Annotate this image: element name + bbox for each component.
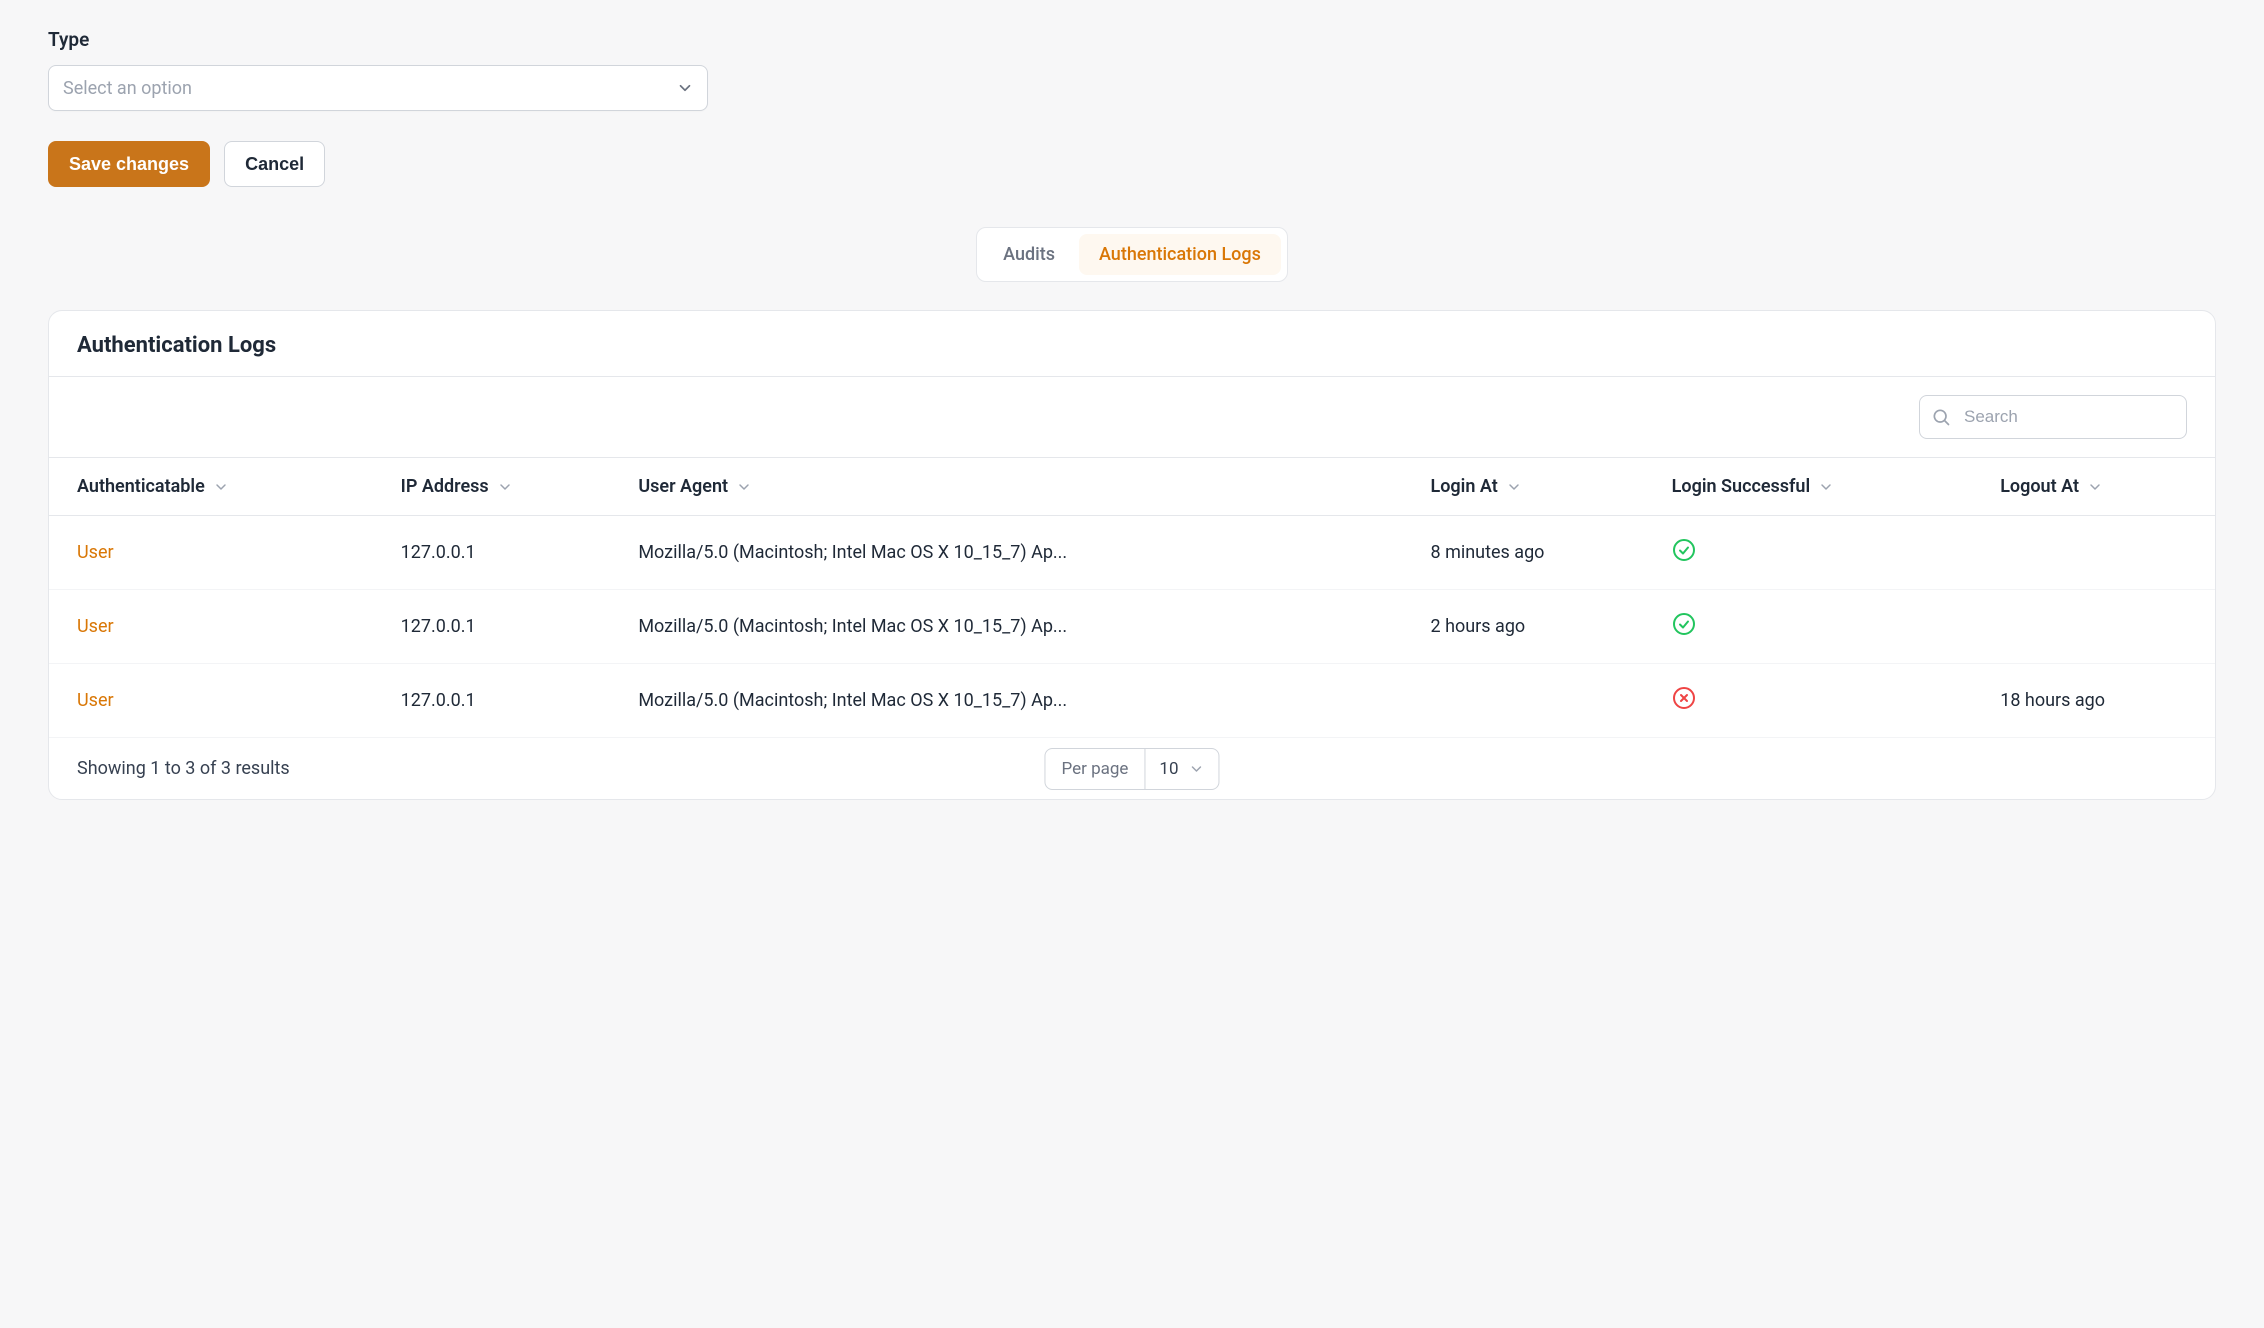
logout-at-cell	[1990, 590, 2215, 664]
login-at-cell: 2 hours ago	[1420, 590, 1661, 664]
ip-cell: 127.0.0.1	[391, 664, 629, 738]
ip-cell: 127.0.0.1	[391, 516, 629, 590]
user-agent-cell: Mozilla/5.0 (Macintosh; Intel Mac OS X 1…	[628, 590, 1420, 664]
chevron-down-icon	[1818, 479, 1834, 495]
table-row: User127.0.0.1Mozilla/5.0 (Macintosh; Int…	[49, 590, 2215, 664]
authenticatable-link[interactable]: User	[49, 664, 391, 738]
login-successful-cell	[1662, 664, 1991, 738]
results-summary: Showing 1 to 3 of 3 results	[77, 758, 290, 779]
card-footer: Showing 1 to 3 of 3 results Per page 10	[49, 738, 2215, 799]
type-select-placeholder: Select an option	[48, 65, 708, 111]
col-label: IP Address	[401, 476, 489, 497]
card-title: Authentication Logs	[77, 333, 2187, 358]
auth-logs-table: Authenticatable IP Address User Agent	[49, 457, 2215, 738]
auth-logs-card: Authentication Logs Authenticatable I	[48, 310, 2216, 800]
table-body: User127.0.0.1Mozilla/5.0 (Macintosh; Int…	[49, 516, 2215, 738]
save-changes-button[interactable]: Save changes	[48, 141, 210, 187]
chevron-down-icon	[736, 479, 752, 495]
col-authenticatable[interactable]: Authenticatable	[49, 458, 391, 516]
logout-at-cell: 18 hours ago	[1990, 664, 2215, 738]
card-toolbar	[49, 376, 2215, 457]
user-agent-cell: Mozilla/5.0 (Macintosh; Intel Mac OS X 1…	[628, 516, 1420, 590]
login-successful-cell	[1662, 590, 1991, 664]
table-row: User127.0.0.1Mozilla/5.0 (Macintosh; Int…	[49, 664, 2215, 738]
authenticatable-link[interactable]: User	[49, 590, 391, 664]
col-user-agent[interactable]: User Agent	[628, 458, 1420, 516]
col-label: Login Successful	[1672, 476, 1810, 497]
col-label: Login At	[1430, 476, 1497, 497]
x-circle-icon	[1672, 686, 1696, 710]
logout-at-cell	[1990, 516, 2215, 590]
check-circle-icon	[1672, 538, 1696, 562]
login-at-cell	[1420, 664, 1661, 738]
col-logout-at[interactable]: Logout At	[1990, 458, 2215, 516]
col-label: Logout At	[2000, 476, 2079, 497]
type-form-section: Type Select an option Save changes Cance…	[48, 28, 2216, 187]
col-label: Authenticatable	[77, 476, 205, 497]
card-header: Authentication Logs	[49, 311, 2215, 376]
authenticatable-link[interactable]: User	[49, 516, 391, 590]
table-row: User127.0.0.1Mozilla/5.0 (Macintosh; Int…	[49, 516, 2215, 590]
tabs: Audits Authentication Logs	[976, 227, 1288, 282]
chevron-down-icon	[213, 479, 229, 495]
tab-authentication-logs[interactable]: Authentication Logs	[1079, 234, 1281, 275]
cancel-button[interactable]: Cancel	[224, 141, 325, 187]
col-label: User Agent	[638, 476, 728, 497]
check-circle-icon	[1672, 612, 1696, 636]
search-input[interactable]	[1919, 395, 2187, 439]
login-at-cell: 8 minutes ago	[1420, 516, 1661, 590]
col-login-at[interactable]: Login At	[1420, 458, 1661, 516]
search-icon	[1931, 407, 1951, 427]
type-label: Type	[48, 28, 2216, 51]
tabs-container: Audits Authentication Logs	[48, 227, 2216, 282]
user-agent-cell: Mozilla/5.0 (Macintosh; Intel Mac OS X 1…	[628, 664, 1420, 738]
per-page-label: Per page	[1045, 749, 1145, 789]
col-ip-address[interactable]: IP Address	[391, 458, 629, 516]
ip-cell: 127.0.0.1	[391, 590, 629, 664]
tab-audits[interactable]: Audits	[983, 234, 1075, 275]
chevron-down-icon	[2087, 479, 2103, 495]
per-page-control: Per page 10	[1044, 748, 1219, 790]
chevron-down-icon	[1189, 761, 1205, 777]
table-header-row: Authenticatable IP Address User Agent	[49, 458, 2215, 516]
per-page-value: 10	[1159, 759, 1178, 779]
chevron-down-icon	[1506, 479, 1522, 495]
per-page-select[interactable]: 10	[1145, 749, 1218, 789]
form-actions: Save changes Cancel	[48, 141, 2216, 187]
chevron-down-icon	[497, 479, 513, 495]
type-select[interactable]: Select an option	[48, 65, 708, 111]
col-login-successful[interactable]: Login Successful	[1662, 458, 1991, 516]
search-wrap	[1919, 395, 2187, 439]
login-successful-cell	[1662, 516, 1991, 590]
